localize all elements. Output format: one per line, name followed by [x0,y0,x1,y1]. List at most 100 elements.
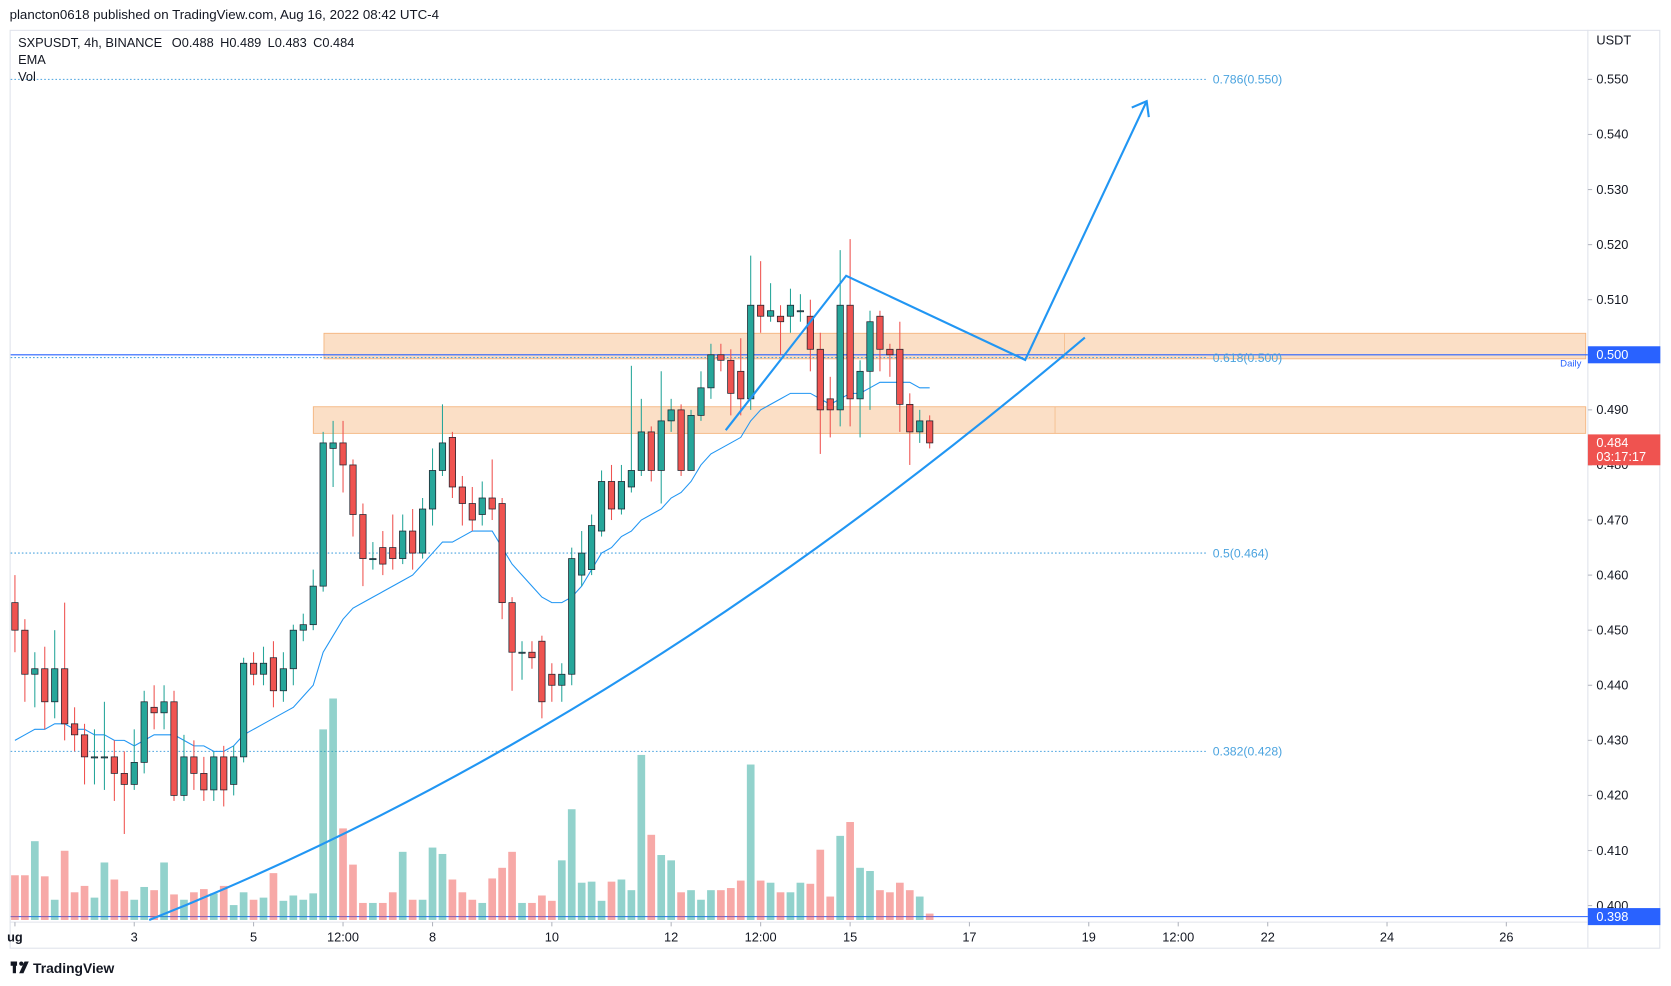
legend-h-value: 0.489 [229,35,261,50]
candle-body [786,304,795,317]
y-tick-label: 0.440 [1596,678,1628,693]
candle-body [90,756,99,759]
candle-body [379,547,387,565]
axis-layer: 0.4000.4100.4200.4300.4400.4500.4600.470… [7,72,1661,944]
volume-bar [627,890,636,920]
candle-body [826,398,834,411]
candle-body [697,387,705,416]
y-tick-label: 0.490 [1596,402,1628,417]
candle-body [856,370,864,400]
volume-bar [279,900,288,920]
volume-bar [140,886,149,920]
countdown-label: 03:17:17 [1596,449,1646,464]
y-tick-label: 0.410 [1596,843,1628,858]
volume-bar [587,881,596,920]
candle-body [249,662,258,675]
volume-bar [846,822,854,920]
legend-o-value: 0.488 [182,35,214,50]
candle-body [866,321,874,372]
volume-bar [896,882,904,920]
volume-bar [418,899,427,920]
logo-part [12,961,16,974]
candle-body [100,756,108,759]
volume-bar [756,880,765,920]
candle-body [299,624,307,631]
price-tag-label: 0.398 [1596,909,1628,924]
volume-bar [518,902,526,920]
candle-body [647,431,655,471]
candle-body [41,668,49,703]
volume-bar [458,892,467,920]
volume-bar [259,897,268,920]
demand-zone [312,406,1587,434]
volume-bar [548,900,556,920]
footer-logo [10,961,29,974]
candle-body [747,304,755,400]
publish-info: plancton0618 published on TradingView.co… [10,7,439,22]
candle-body [389,547,397,559]
logo-part [19,961,24,966]
volume-bar [219,885,228,920]
volume-bar [726,888,735,920]
volume-bar [388,892,397,920]
trend-curve [148,336,1086,921]
candle-body [916,420,924,433]
candle-body [200,773,208,791]
volume-bar [915,896,924,920]
volume-bar [925,913,934,920]
candle-body [886,348,894,356]
logo-part [19,961,29,974]
volume-bar [786,892,795,920]
volume-bar [736,880,745,920]
candle-body [329,442,337,449]
x-tick-label: 12:00 [1162,929,1194,944]
candle-body [160,701,168,714]
price-tag [1587,346,1661,364]
volume-bar [836,835,845,920]
legend-o-label: O [172,35,182,50]
candle-body [369,558,377,561]
candle-body [458,486,466,504]
volume-bar [378,902,387,920]
volume-bar [717,890,725,920]
candle-body [498,503,506,604]
volume-bar [607,881,616,920]
candle-body [737,370,745,400]
candle-body [767,310,775,317]
y-tick-label: 0.430 [1596,733,1628,748]
volume-bar [538,895,546,920]
candle-body [51,668,59,703]
drawings [148,99,1150,921]
x-tick-label: 12:00 [745,929,777,944]
candle-body [80,734,89,758]
candle-body [478,497,486,515]
volume-bar [160,862,168,920]
volume-bar [428,847,437,920]
x-tick-label: 3 [131,929,138,944]
volume-bar [816,849,825,920]
footer-brand: TradingView [33,960,114,976]
legend: SXPUSDT, 4h, BINANCE O0.488 H0.489 L0.483 C0… [18,35,354,50]
x-tick-label: 10 [545,929,559,944]
volume-bar [329,698,337,920]
fib-label: 0.382(0.428) [1213,745,1282,759]
candle-body [21,629,29,675]
volume-layer [10,78,1588,920]
volume-bar [657,855,666,920]
volume-bar [478,902,487,920]
candle-body [210,756,218,791]
y-tick-label: 0.450 [1596,622,1628,637]
volume-bar [80,885,89,920]
volume-bar [289,895,298,920]
candle-body [578,552,586,576]
volume-bar [90,897,99,920]
volume-bar [597,900,606,920]
volume-bar [707,890,715,920]
candle-body [349,464,357,515]
volume-bar [856,867,864,920]
candle-body [677,409,685,471]
volume-bar [697,899,705,920]
candle-body [806,315,814,350]
candle-body [61,668,69,725]
candle-body [220,756,228,791]
